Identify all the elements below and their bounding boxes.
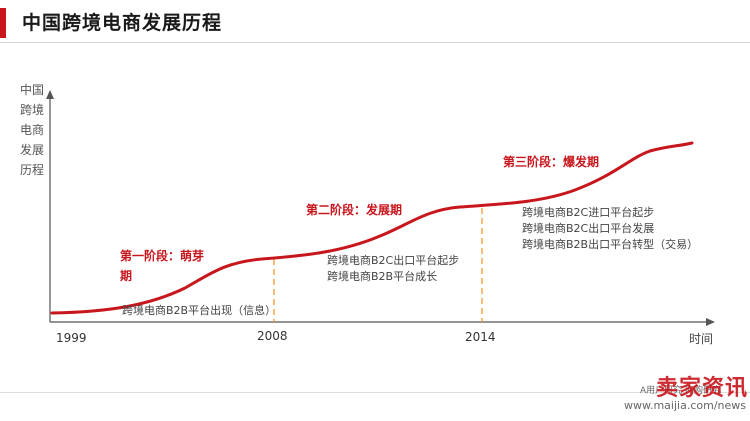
x-tick-1999: 1999 (56, 331, 87, 345)
stage-3-items: 跨境电商B2C进口平台起步 跨境电商B2C出口平台发展 跨境电商B2B出口平台转… (522, 205, 698, 253)
stage-2-items: 跨境电商B2C出口平台起步 跨境电商B2B平台成长 (327, 253, 459, 285)
stage-1-title-line1: 第一阶段：萌芽 (120, 249, 205, 263)
stage-1-item: 跨境电商B2B平台出现（信息） (122, 304, 277, 317)
stage-1-title: 第一阶段：萌芽 期 (120, 247, 204, 284)
stage-1-items: 跨境电商B2B平台出现（信息） (122, 303, 276, 319)
stage-2-item: 跨境电商B2B平台成长 (327, 270, 438, 283)
watermark-small-text: A用户研究 网购研究 (640, 383, 721, 396)
y-axis-label-line: 发展 (20, 143, 45, 157)
stage-3-title: 第三阶段：爆发期 (503, 155, 600, 169)
x-axis-label: 时间 (689, 332, 714, 346)
y-axis-label-line: 电商 (20, 123, 45, 137)
stage-3-item: 跨境电商B2C出口平台发展 (522, 222, 655, 235)
x-tick-2008: 2008 (257, 329, 288, 343)
stage-3-item: 跨境电商B2B出口平台转型（交易） (522, 238, 699, 251)
stage-2-item: 跨境电商B2C出口平台起步 (327, 254, 460, 267)
stage-2-title: 第二阶段：发展期 (306, 203, 403, 217)
footer-divider (0, 392, 750, 393)
x-tick-2014: 2014 (465, 330, 496, 344)
stage-1-title-line2: 期 (120, 269, 133, 283)
title-divider (0, 42, 750, 43)
page-title: 中国跨境电商发展历程 (22, 12, 223, 34)
stage-3-item: 跨境电商B2C进口平台起步 (522, 206, 655, 219)
watermark-small-line2: 网购研究 (685, 386, 722, 396)
y-axis-label-line: 历程 (20, 163, 45, 177)
y-axis-arrow (46, 90, 54, 99)
y-axis-label-line: 中国 (20, 83, 45, 97)
title-accent-bar (0, 8, 6, 38)
watermark-brand: 卖家资讯 (655, 376, 748, 401)
y-axis-label-line: 跨境 (20, 103, 45, 117)
watermark-url: www.maijia.com/news (623, 399, 746, 412)
watermark-small-line1: A用户研究 (640, 386, 683, 396)
x-axis-arrow (706, 318, 715, 326)
growth-curve (50, 141, 694, 315)
y-axis-label: 中国 跨境 电商 发展 历程 (20, 80, 54, 180)
